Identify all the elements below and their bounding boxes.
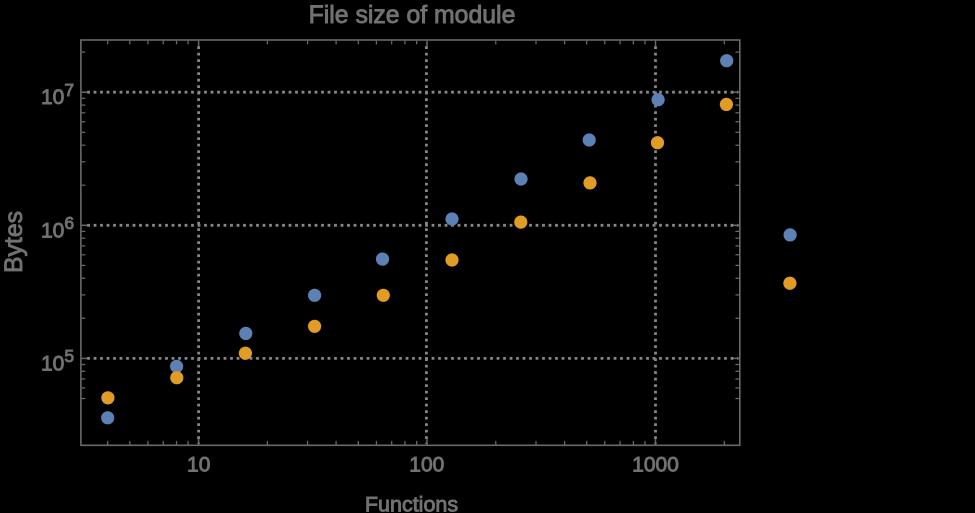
svg-text:10: 10: [187, 454, 210, 477]
svg-text:1000: 1000: [632, 454, 679, 477]
svg-text:Bytes: Bytes: [1, 211, 28, 273]
svg-text:100: 100: [409, 454, 444, 477]
svg-text:File size of module: File size of module: [309, 2, 516, 29]
svg-text:Functions: Functions: [365, 493, 458, 513]
